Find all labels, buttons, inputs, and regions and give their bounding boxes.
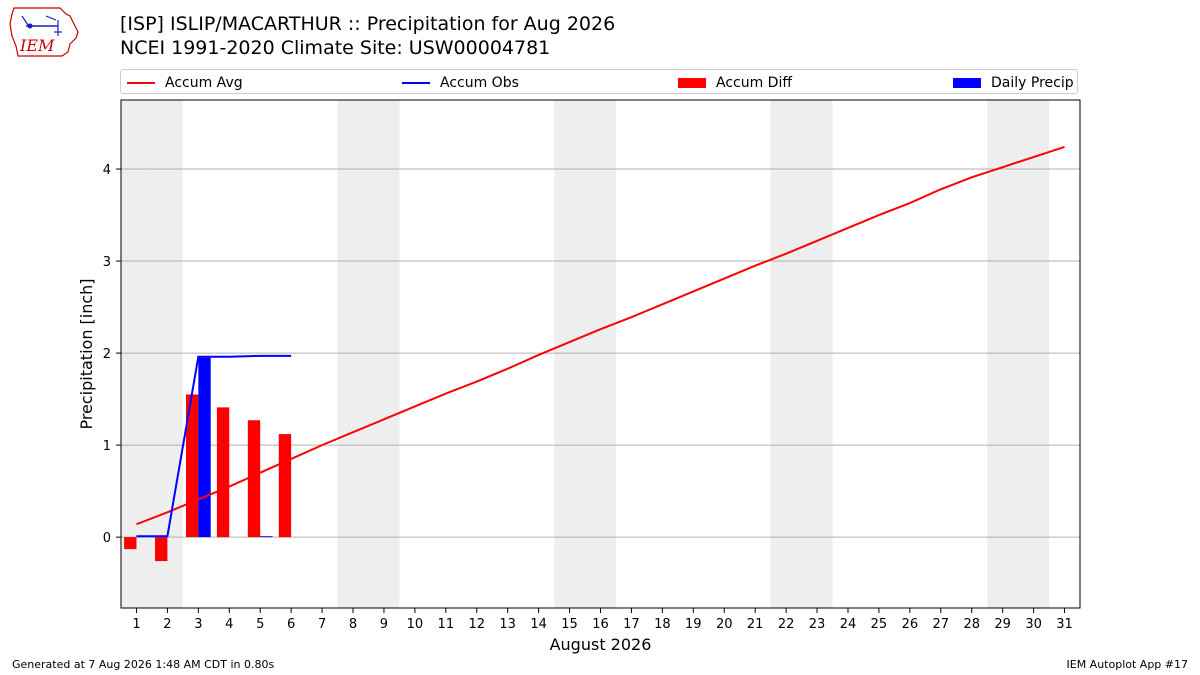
x-tick-label: 8 bbox=[349, 617, 357, 632]
legend-item-accum-obs: Accum Obs bbox=[402, 74, 519, 91]
weekend-shade bbox=[368, 100, 400, 608]
y-tick-label: 3 bbox=[103, 255, 111, 270]
legend-item-accum-avg: Accum Avg bbox=[127, 74, 243, 91]
x-tick-label: 24 bbox=[840, 617, 857, 632]
weekend-shade bbox=[585, 100, 616, 608]
y-tick-label: 0 bbox=[103, 531, 111, 546]
x-tick-label: 5 bbox=[256, 617, 264, 632]
weekend-shade bbox=[987, 100, 1019, 608]
x-tick-label: 13 bbox=[499, 617, 516, 632]
x-tick-label: 2 bbox=[163, 617, 171, 632]
chart-subtitle: NCEI 1991-2020 Climate Site: USW00004781 bbox=[120, 37, 551, 59]
x-tick-label: 25 bbox=[871, 617, 888, 632]
legend-swatch-accum-diff bbox=[678, 77, 706, 88]
legend-label-accum-diff: Accum Diff bbox=[716, 74, 793, 91]
accum-diff-bar bbox=[124, 537, 137, 550]
x-tick-label: 23 bbox=[809, 617, 826, 632]
x-tick-label: 14 bbox=[530, 617, 547, 632]
legend-label-accum-obs: Accum Obs bbox=[440, 74, 519, 91]
y-tick-label: 2 bbox=[103, 347, 111, 362]
x-tick-label: 17 bbox=[623, 617, 640, 632]
x-tick-label: 21 bbox=[747, 617, 764, 632]
x-tick-label: 28 bbox=[963, 617, 980, 632]
x-tick-label: 26 bbox=[902, 617, 919, 632]
weekend-shade bbox=[770, 100, 802, 608]
x-tick-label: 9 bbox=[380, 617, 388, 632]
weekend-shade bbox=[151, 100, 183, 608]
y-tick-label: 4 bbox=[103, 163, 111, 178]
y-tick-label: 1 bbox=[103, 439, 111, 454]
legend-swatch-accum-obs bbox=[402, 81, 430, 84]
x-tick-label: 4 bbox=[225, 617, 233, 632]
x-tick-label: 1 bbox=[132, 617, 140, 632]
x-tick-label: 27 bbox=[933, 617, 950, 632]
accum-diff-bar bbox=[216, 407, 230, 538]
footer-app: IEM Autoplot App #17 bbox=[1066, 658, 1189, 671]
accum-diff-bar bbox=[278, 434, 292, 538]
iem-logo: IEM bbox=[9, 7, 79, 57]
weekend-shade bbox=[554, 100, 586, 608]
legend-item-daily-precip: Daily Precip bbox=[953, 74, 1074, 91]
y-axis-label: Precipitation [inch] bbox=[77, 278, 96, 429]
x-tick-label: 10 bbox=[407, 617, 424, 632]
legend: Accum Avg Accum Obs Accum Diff Daily Pre… bbox=[120, 69, 1078, 94]
accum-avg-line bbox=[136, 145, 1065, 526]
daily-precip-bar bbox=[260, 536, 273, 538]
x-tick-label: 12 bbox=[468, 617, 485, 632]
daily-precip-bar bbox=[198, 357, 211, 538]
accum-diff-bar bbox=[247, 420, 261, 538]
weekend-shade bbox=[337, 100, 369, 608]
accum-obs-line bbox=[136, 354, 292, 538]
x-tick-label: 19 bbox=[685, 617, 702, 632]
weekend-shade bbox=[1018, 100, 1050, 608]
weekend-shade bbox=[801, 100, 833, 608]
x-tick-label: 20 bbox=[716, 617, 733, 632]
legend-item-accum-diff: Accum Diff bbox=[678, 74, 792, 91]
legend-label-daily-precip: Daily Precip bbox=[991, 74, 1074, 91]
x-tick-label: 11 bbox=[438, 617, 455, 632]
legend-swatch-daily-precip bbox=[953, 77, 981, 88]
x-tick-label: 6 bbox=[287, 617, 295, 632]
x-tick-label: 7 bbox=[318, 617, 326, 632]
x-tick-label: 15 bbox=[561, 617, 578, 632]
x-tick-label: 30 bbox=[1025, 617, 1042, 632]
x-tick-label: 31 bbox=[1056, 617, 1073, 632]
legend-swatch-accum-avg bbox=[127, 81, 155, 84]
x-tick-label: 18 bbox=[654, 617, 671, 632]
x-tick-label: 3 bbox=[194, 617, 202, 632]
x-tick-label: 29 bbox=[994, 617, 1011, 632]
footer-generated: Generated at 7 Aug 2026 1:48 AM CDT in 0… bbox=[12, 658, 275, 671]
accum-diff-bar bbox=[155, 537, 168, 562]
x-tick-label: 22 bbox=[778, 617, 795, 632]
x-axis-label: August 2026 bbox=[550, 635, 652, 654]
chart-title: [ISP] ISLIP/MACARTHUR :: Precipitation f… bbox=[120, 13, 616, 35]
weekend-shade bbox=[121, 100, 152, 608]
logo-text: IEM bbox=[19, 36, 55, 55]
x-tick-label: 16 bbox=[592, 617, 609, 632]
legend-label-accum-avg: Accum Avg bbox=[165, 74, 243, 91]
